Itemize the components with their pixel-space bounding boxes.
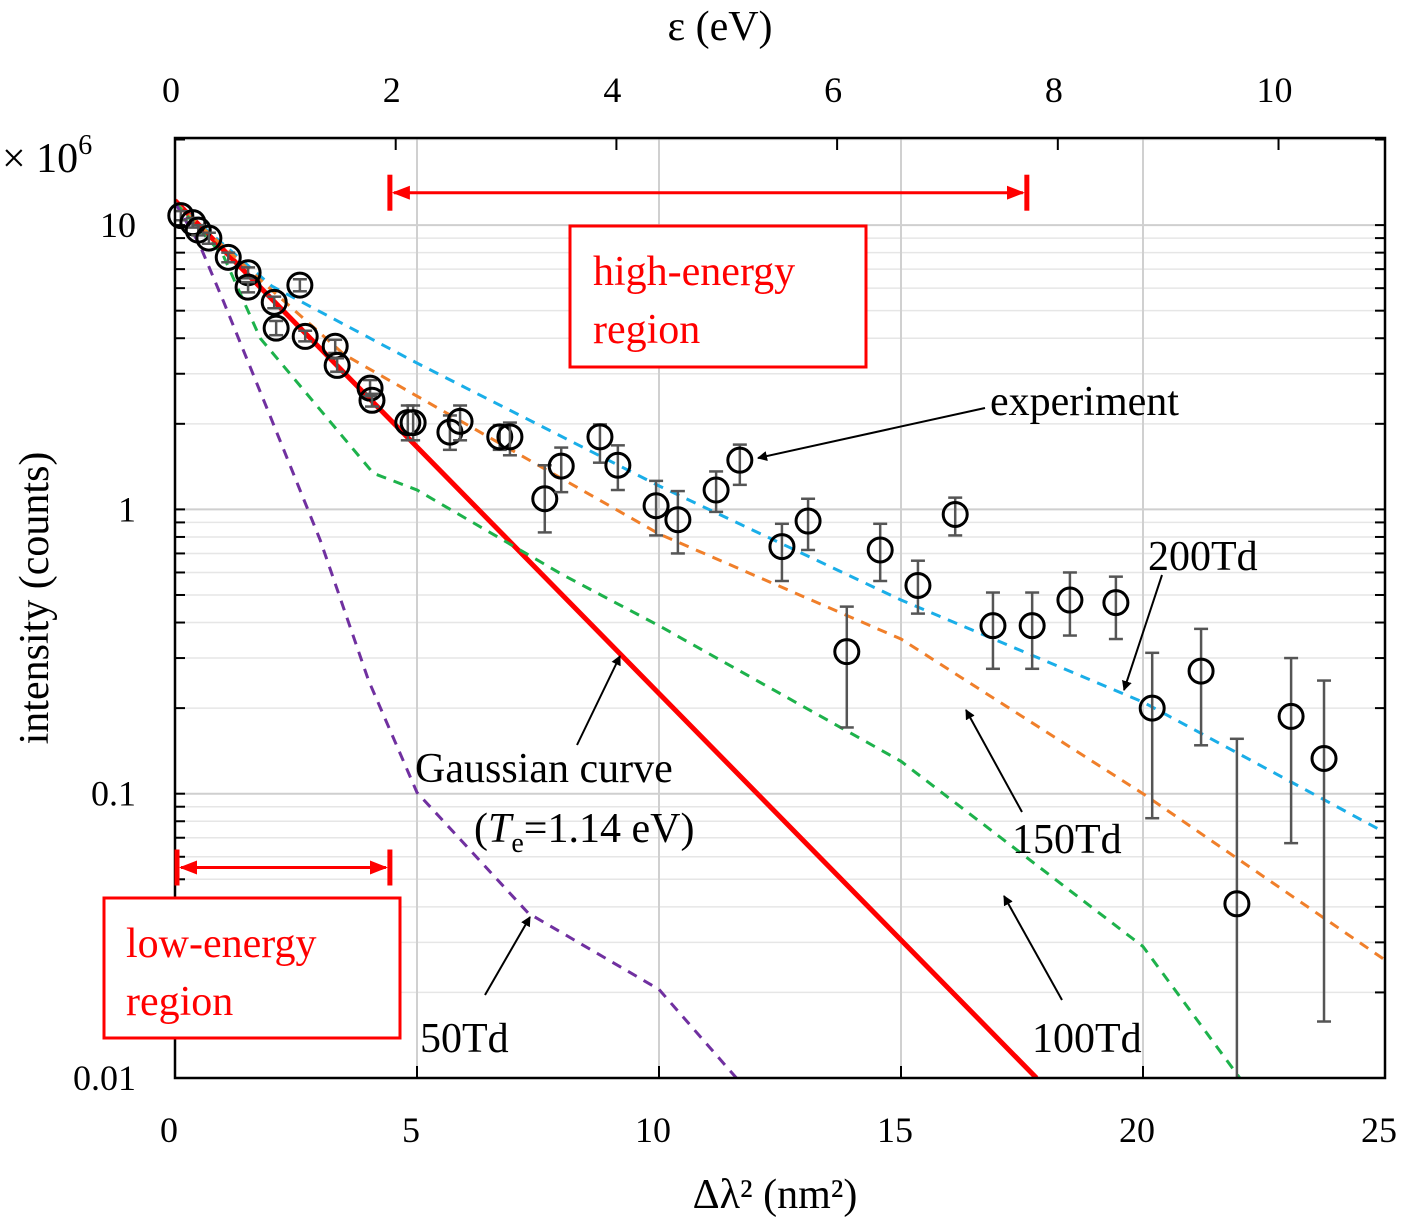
- data-point: [496, 423, 524, 451]
- data-point: [1187, 657, 1215, 685]
- curve-200td: [175, 201, 1385, 834]
- top-tick-label: 8: [1045, 70, 1063, 110]
- annotation-experiment: experiment: [757, 379, 1179, 461]
- top-tick-label: 10: [1257, 70, 1293, 110]
- data-point: [604, 451, 632, 479]
- x-tick-label: 15: [877, 1110, 913, 1150]
- x-tick-label: 0: [160, 1110, 178, 1150]
- y-multiplier-base: × 10: [2, 136, 78, 182]
- data-point: [1223, 890, 1251, 918]
- data-point: [234, 273, 262, 301]
- y-tick-label: 0.01: [73, 1058, 136, 1098]
- data-point: [866, 536, 894, 564]
- plot-frame: [173, 136, 1387, 1080]
- top-tick-label: 6: [824, 70, 842, 110]
- data-point: [768, 533, 796, 561]
- data-point: [726, 446, 754, 474]
- data-point: [399, 409, 427, 437]
- data-point: [356, 374, 384, 402]
- svg-text:150Td: 150Td: [1012, 817, 1122, 863]
- data-point: [833, 638, 861, 666]
- low-energy-region: low-energy region: [102, 849, 402, 1040]
- annotation-100td: 100Td: [1003, 895, 1142, 1062]
- data-point: [586, 423, 614, 451]
- y-axis-label: intensity (counts): [12, 452, 58, 745]
- data-point: [794, 507, 822, 535]
- x-tick-label: 5: [402, 1110, 420, 1150]
- data-point: [291, 322, 319, 350]
- x-axis-label: Δλ² (nm²): [693, 1172, 858, 1218]
- curve-150td: [175, 201, 1385, 962]
- svg-text:50Td: 50Td: [420, 1016, 509, 1062]
- curve-gaussian-curve: [175, 198, 1039, 1078]
- annotation-150td: 150Td: [965, 709, 1122, 863]
- annotation-gaussian: Gaussian curve (Te=1.14 eV): [415, 655, 694, 859]
- annotation-50td: 50Td: [420, 916, 531, 1062]
- y-tick-label: 0.1: [91, 774, 136, 814]
- data-point: [531, 485, 559, 513]
- x-tick-label: 20: [1119, 1110, 1155, 1150]
- experiment-points: [167, 202, 1338, 1078]
- top-tick-label: 4: [603, 70, 621, 110]
- data-point: [664, 506, 692, 534]
- data-point: [1277, 702, 1305, 730]
- annotation-200td: 200Td: [1122, 534, 1258, 691]
- curve-50td: [175, 201, 738, 1078]
- data-point: [941, 500, 969, 528]
- top-tick-label: 0: [162, 70, 180, 110]
- y-tick-label: 1: [118, 489, 136, 529]
- data-point: [323, 351, 351, 379]
- high-energy-region: high-energy region: [387, 174, 1030, 369]
- svg-text:(Te=1.14 eV): (Te=1.14 eV): [474, 806, 694, 859]
- data-point: [286, 271, 314, 299]
- top-axis-label: ε (eV): [667, 4, 772, 50]
- data-point: [547, 452, 575, 480]
- y-multiplier: × 106: [2, 130, 92, 182]
- y-multiplier-exponent: 6: [78, 130, 92, 161]
- data-point: [1310, 744, 1338, 772]
- low-energy-label: low-energy: [126, 921, 317, 967]
- data-point: [702, 476, 730, 504]
- data-point: [904, 571, 932, 599]
- data-point: [1018, 612, 1046, 640]
- axis-ticks: 0 5 10 15 20 25 10 1 0.1 0.01 0 2 4 6 8 10: [73, 70, 1397, 1150]
- svg-text:200Td: 200Td: [1148, 534, 1258, 580]
- x-tick-label: 10: [635, 1110, 671, 1150]
- data-point: [262, 314, 290, 342]
- data-point: [1138, 694, 1166, 722]
- data-point: [214, 243, 242, 271]
- data-point: [979, 612, 1007, 640]
- high-energy-label: high-energy: [593, 249, 795, 295]
- data-point: [358, 386, 386, 414]
- data-point: [195, 224, 223, 252]
- high-energy-label-2: region: [593, 307, 700, 353]
- svg-text:100Td: 100Td: [1032, 1016, 1142, 1062]
- svg-text:experiment: experiment: [990, 379, 1179, 425]
- data-point: [486, 423, 514, 451]
- low-energy-label-2: region: [126, 979, 233, 1025]
- top-tick-label: 2: [383, 70, 401, 110]
- y-tick-label: 10: [100, 205, 136, 245]
- svg-text:Gaussian curve: Gaussian curve: [415, 746, 673, 792]
- data-point: [1102, 589, 1130, 617]
- data-point: [446, 407, 474, 435]
- data-point: [642, 492, 670, 520]
- data-point: [1056, 586, 1084, 614]
- x-tick-label: 25: [1361, 1110, 1397, 1150]
- data-point: [260, 288, 288, 316]
